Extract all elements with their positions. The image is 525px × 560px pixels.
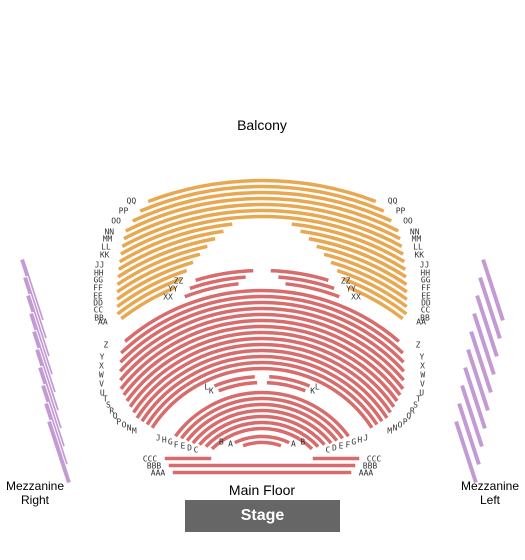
mainfloor-row-CCC-r[interactable] (312, 456, 360, 461)
row-label: J (363, 434, 368, 443)
row-label: JJ (95, 261, 105, 270)
row-label: CCC (367, 454, 381, 463)
row-label: Z (416, 340, 421, 349)
mezz-left-label: MezzanineLeft (461, 479, 519, 507)
row-label: NN (104, 227, 114, 236)
row-label: G (351, 438, 356, 447)
row-label: X (99, 362, 104, 371)
row-label: L (315, 382, 320, 391)
row-label: A (291, 440, 296, 449)
row-label: KK (100, 250, 110, 259)
row-label: ZZ (341, 276, 351, 285)
row-label: C (194, 445, 199, 454)
row-label: OO (403, 217, 413, 226)
row-label: N (127, 423, 132, 432)
row-label: PP (119, 207, 129, 216)
row-label: D (332, 443, 337, 452)
row-label: E (339, 441, 344, 450)
row-label: J (156, 434, 161, 443)
row-label: U (100, 389, 105, 398)
stage-label: Stage (241, 507, 285, 525)
row-label: YY (346, 285, 356, 294)
row-label: L (204, 382, 209, 391)
row-label: NN (410, 227, 420, 236)
row-label: F (174, 440, 179, 449)
row-label: KK (414, 250, 424, 259)
row-label: OO (111, 217, 121, 226)
row-label: MM (412, 235, 422, 244)
row-label: O (122, 420, 127, 429)
row-label: G (168, 438, 173, 447)
mainfloor-row-CCC-l[interactable] (164, 456, 212, 461)
mezzanine-left (454, 258, 506, 483)
row-label: K (209, 387, 214, 396)
row-label: QQ (388, 197, 398, 206)
stage-box: Stage (185, 500, 340, 532)
seating-chart (0, 0, 525, 560)
row-label: F (345, 440, 350, 449)
row-label: MM (103, 235, 113, 244)
row-label: JJ (420, 261, 430, 270)
row-label: Y (100, 352, 105, 361)
balcony-label: Balcony (237, 117, 287, 133)
mezz-right-label: MezzanineRight (6, 479, 64, 507)
row-label: V (99, 380, 104, 389)
row-label: U (419, 389, 424, 398)
row-label: X (420, 362, 425, 371)
row-label: ZZ (174, 276, 184, 285)
row-label: B (300, 437, 305, 446)
row-label: HH (94, 268, 104, 277)
row-label: XX (351, 293, 361, 302)
row-label: W (99, 371, 104, 380)
row-label: YY (168, 285, 178, 294)
row-label: B (219, 437, 224, 446)
mezzanine-right (20, 258, 72, 483)
row-label: HH (420, 268, 430, 277)
row-label: H (162, 436, 167, 445)
row-label: N (392, 423, 397, 432)
row-label: W (420, 371, 425, 380)
row-label: LL (101, 243, 111, 252)
row-label: CCC (143, 454, 157, 463)
row-label: QQ (127, 197, 137, 206)
row-label: C (326, 445, 331, 454)
row-label: M (132, 426, 137, 435)
row-label: XX (163, 293, 173, 302)
row-label: Z (104, 340, 109, 349)
row-label: A (228, 440, 233, 449)
row-label: D (187, 443, 192, 452)
mainfloor-label: Main Floor (229, 482, 295, 498)
mainfloor-row-BBB[interactable] (168, 463, 356, 468)
row-label: PP (396, 207, 406, 216)
row-label: M (387, 426, 392, 435)
mainfloor-row-AAA[interactable] (172, 470, 352, 475)
row-label: LL (413, 243, 423, 252)
row-label: Y (420, 352, 425, 361)
row-label: H (357, 436, 362, 445)
row-label: V (420, 380, 425, 389)
row-label: O (398, 420, 403, 429)
row-label: E (181, 441, 186, 450)
